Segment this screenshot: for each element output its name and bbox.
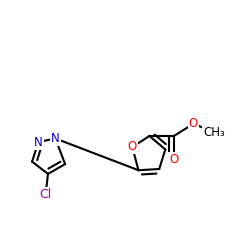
Text: N: N: [51, 132, 60, 145]
Text: N: N: [34, 136, 42, 148]
Text: O: O: [189, 117, 198, 130]
Text: CH₃: CH₃: [203, 126, 225, 139]
Text: O: O: [128, 140, 137, 153]
Text: O: O: [169, 153, 178, 166]
Text: Cl: Cl: [40, 188, 52, 201]
